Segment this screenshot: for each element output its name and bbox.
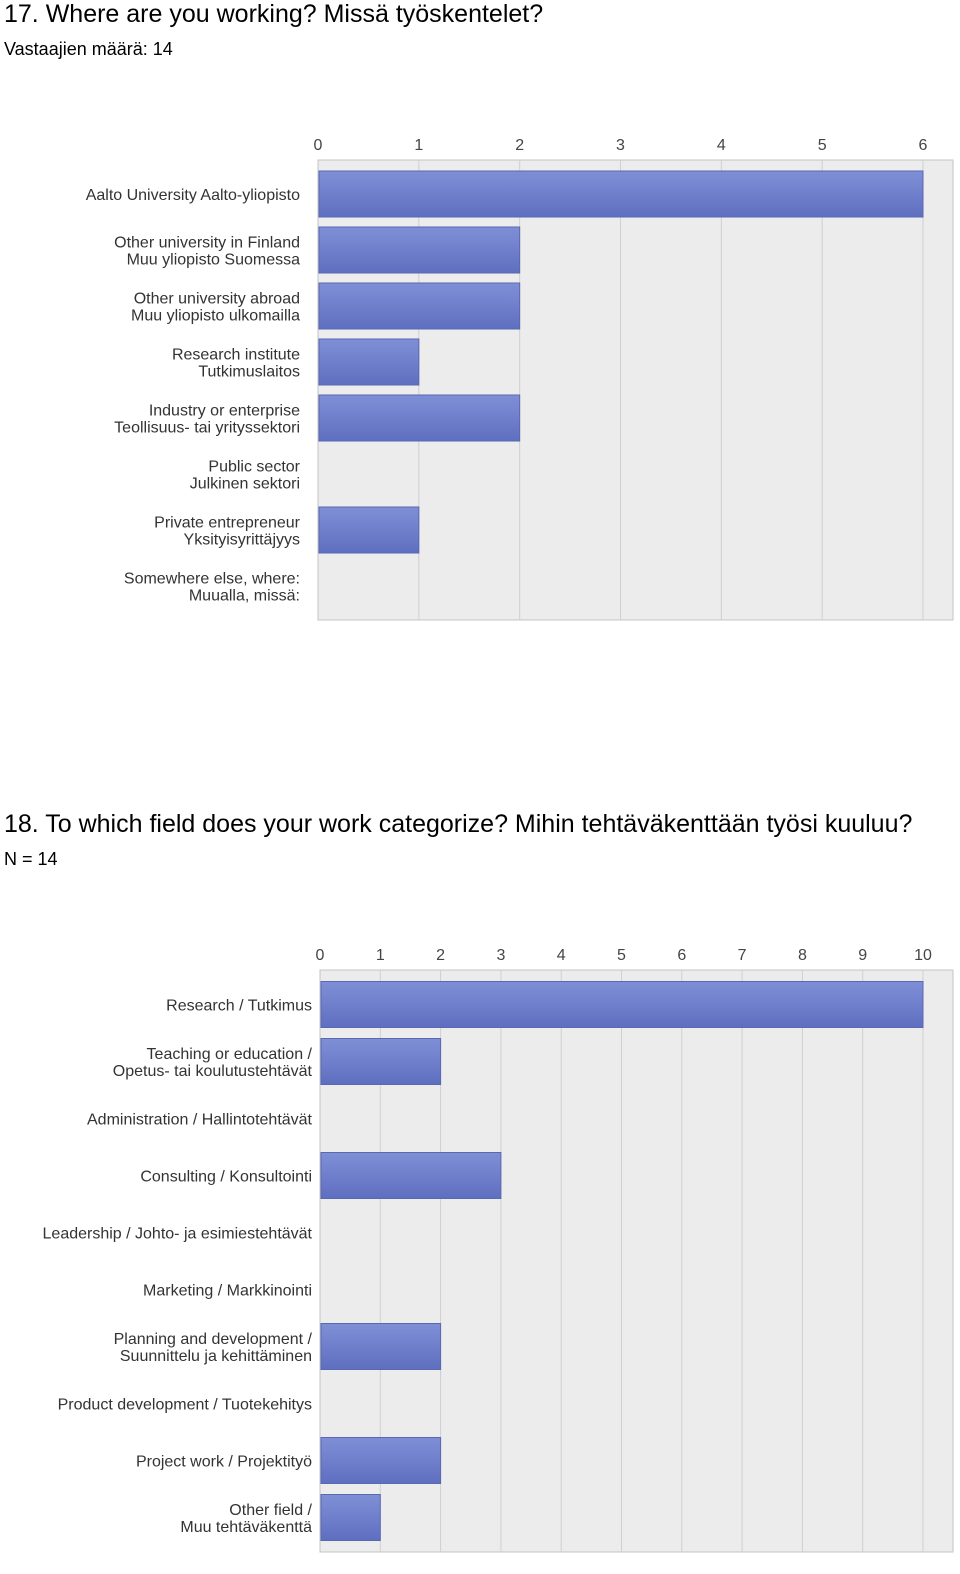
tick-label: 0: [314, 137, 323, 154]
category-label: Industry or enterprise Teollisuus- tai yr…: [114, 403, 300, 437]
tick-label: 2: [515, 137, 524, 154]
chart-workplace: 0 1 2 3 4 5 6 Aalto University Aalto-yliopisto O…: [0, 125, 960, 640]
category-label: Product development / Tuotekehitys: [58, 1397, 312, 1414]
tick-label: 6: [919, 137, 928, 154]
q17-subtitle: Vastaajien määrä: 14: [4, 39, 173, 59]
q18-subtitle: N = 14: [4, 849, 58, 869]
category-label: Other field / Muu tehtäväkenttä: [180, 1502, 312, 1536]
bar: [318, 394, 521, 442]
chart-field-svg: 0 1 2 3 4 5 6 7 8 9 10 Research / Tutkimus Teaching …: [43, 947, 954, 1553]
tick-label: 4: [717, 137, 726, 154]
q17-title: 17. Where are you working? Missä työsken…: [4, 0, 544, 28]
category-label: Administration / Hallintotehtävät: [87, 1112, 313, 1129]
chart-workplace-svg: 0 1 2 3 4 5 6 Aalto University Aalto-yliopisto O…: [86, 137, 954, 621]
tick-label: 7: [738, 947, 747, 964]
category-label: Somewhere else, where: Muualla, missä:: [124, 571, 300, 605]
bar: [320, 1437, 442, 1484]
tick-label: 8: [798, 947, 807, 964]
chart-field: 0 1 2 3 4 5 6 7 8 9 10 Research / Tutkimus Teaching …: [0, 935, 960, 1565]
bar: [320, 1152, 502, 1199]
category-label: Marketing / Markkinointi: [143, 1283, 312, 1300]
category-label: Consulting / Konsultointi: [140, 1169, 312, 1186]
tick-label: 3: [496, 947, 505, 964]
bar: [318, 226, 521, 274]
tick-label: 3: [616, 137, 625, 154]
category-label: Leadership / Johto- ja esimiestehtävät: [43, 1226, 313, 1243]
tick-label: 1: [414, 137, 423, 154]
tick-label: 6: [677, 947, 686, 964]
tick-label: 10: [914, 947, 932, 964]
bar: [318, 170, 924, 218]
category-label: Other university in Finland Muu yliopisto…: [114, 235, 300, 269]
category-label: Other university abroad Muu yliopisto ulk…: [131, 291, 300, 325]
bar: [320, 1323, 442, 1370]
tick-label: 5: [818, 137, 827, 154]
category-label: Research institute Tutkimuslaitos: [172, 347, 300, 381]
bar: [318, 506, 420, 554]
bar: [320, 1494, 381, 1541]
category-label: Project work / Projektityö: [136, 1454, 312, 1471]
tick-label: 2: [436, 947, 445, 964]
tick-label: 1: [376, 947, 385, 964]
tick-label: 4: [557, 947, 566, 964]
category-label: Teaching or education / Opetus- tai koulu…: [113, 1046, 313, 1080]
tick-label: 5: [617, 947, 626, 964]
category-label: Private entrepreneur Yksityisyrittäjyys: [154, 515, 301, 549]
category-label: Planning and development / Suunnittelu ja…: [114, 1331, 313, 1365]
bar: [320, 981, 924, 1028]
category-label: Public sector Julkinen sektori: [190, 459, 301, 493]
tick-label: 0: [316, 947, 325, 964]
tick-label: 9: [858, 947, 867, 964]
bar: [320, 1038, 442, 1085]
bar: [318, 338, 420, 386]
bar: [318, 282, 521, 330]
q18-title: 18. To which field does your work catego…: [4, 810, 913, 838]
category-label: Aalto University Aalto-yliopisto: [86, 187, 300, 204]
category-label: Research / Tutkimus: [166, 998, 312, 1015]
